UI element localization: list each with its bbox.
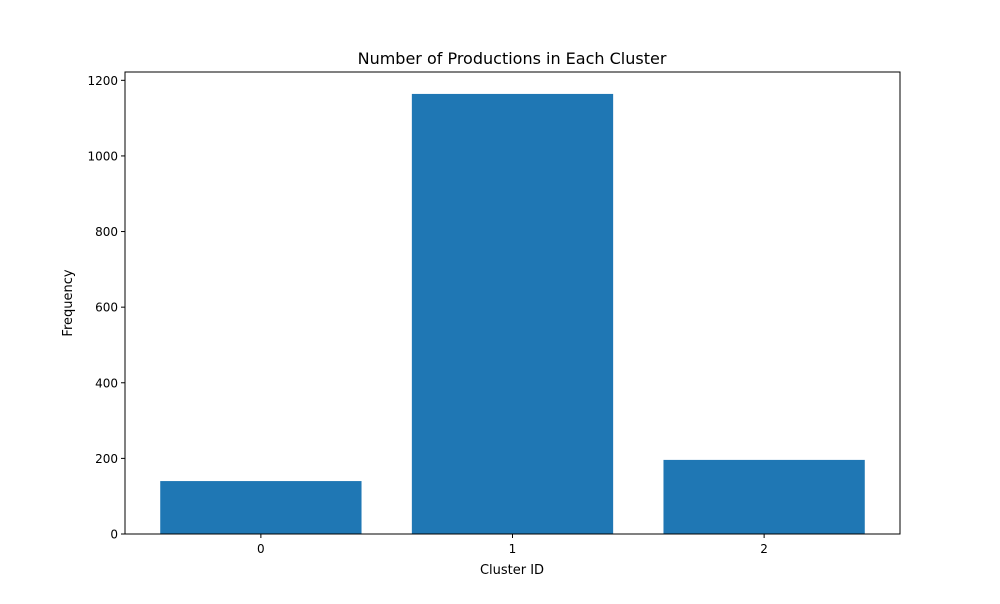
y-tick-label: 200 — [95, 452, 118, 466]
x-tick-label: 1 — [509, 542, 517, 556]
y-tick-label: 800 — [95, 225, 118, 239]
y-tick-label: 600 — [95, 301, 118, 315]
bar-cluster-1 — [411, 93, 614, 535]
x-tick-label: 0 — [257, 542, 265, 556]
bar-cluster-0 — [160, 481, 362, 534]
bar-cluster-2 — [663, 459, 865, 534]
x-axis-ticks: 0 1 2 — [257, 534, 768, 556]
y-tick-label: 1000 — [87, 149, 118, 163]
x-tick-label: 2 — [760, 542, 768, 556]
y-axis-ticks: 0 200 400 600 800 1000 1200 — [87, 74, 125, 542]
y-tick-label: 0 — [110, 528, 118, 542]
y-tick-label: 400 — [95, 376, 118, 390]
y-tick-label: 1200 — [87, 74, 118, 88]
x-axis-label: Cluster ID — [480, 563, 544, 578]
y-axis-label: Frequency — [61, 269, 76, 336]
bars-group — [160, 93, 865, 535]
chart-title: Number of Productions in Each Cluster — [358, 49, 667, 68]
